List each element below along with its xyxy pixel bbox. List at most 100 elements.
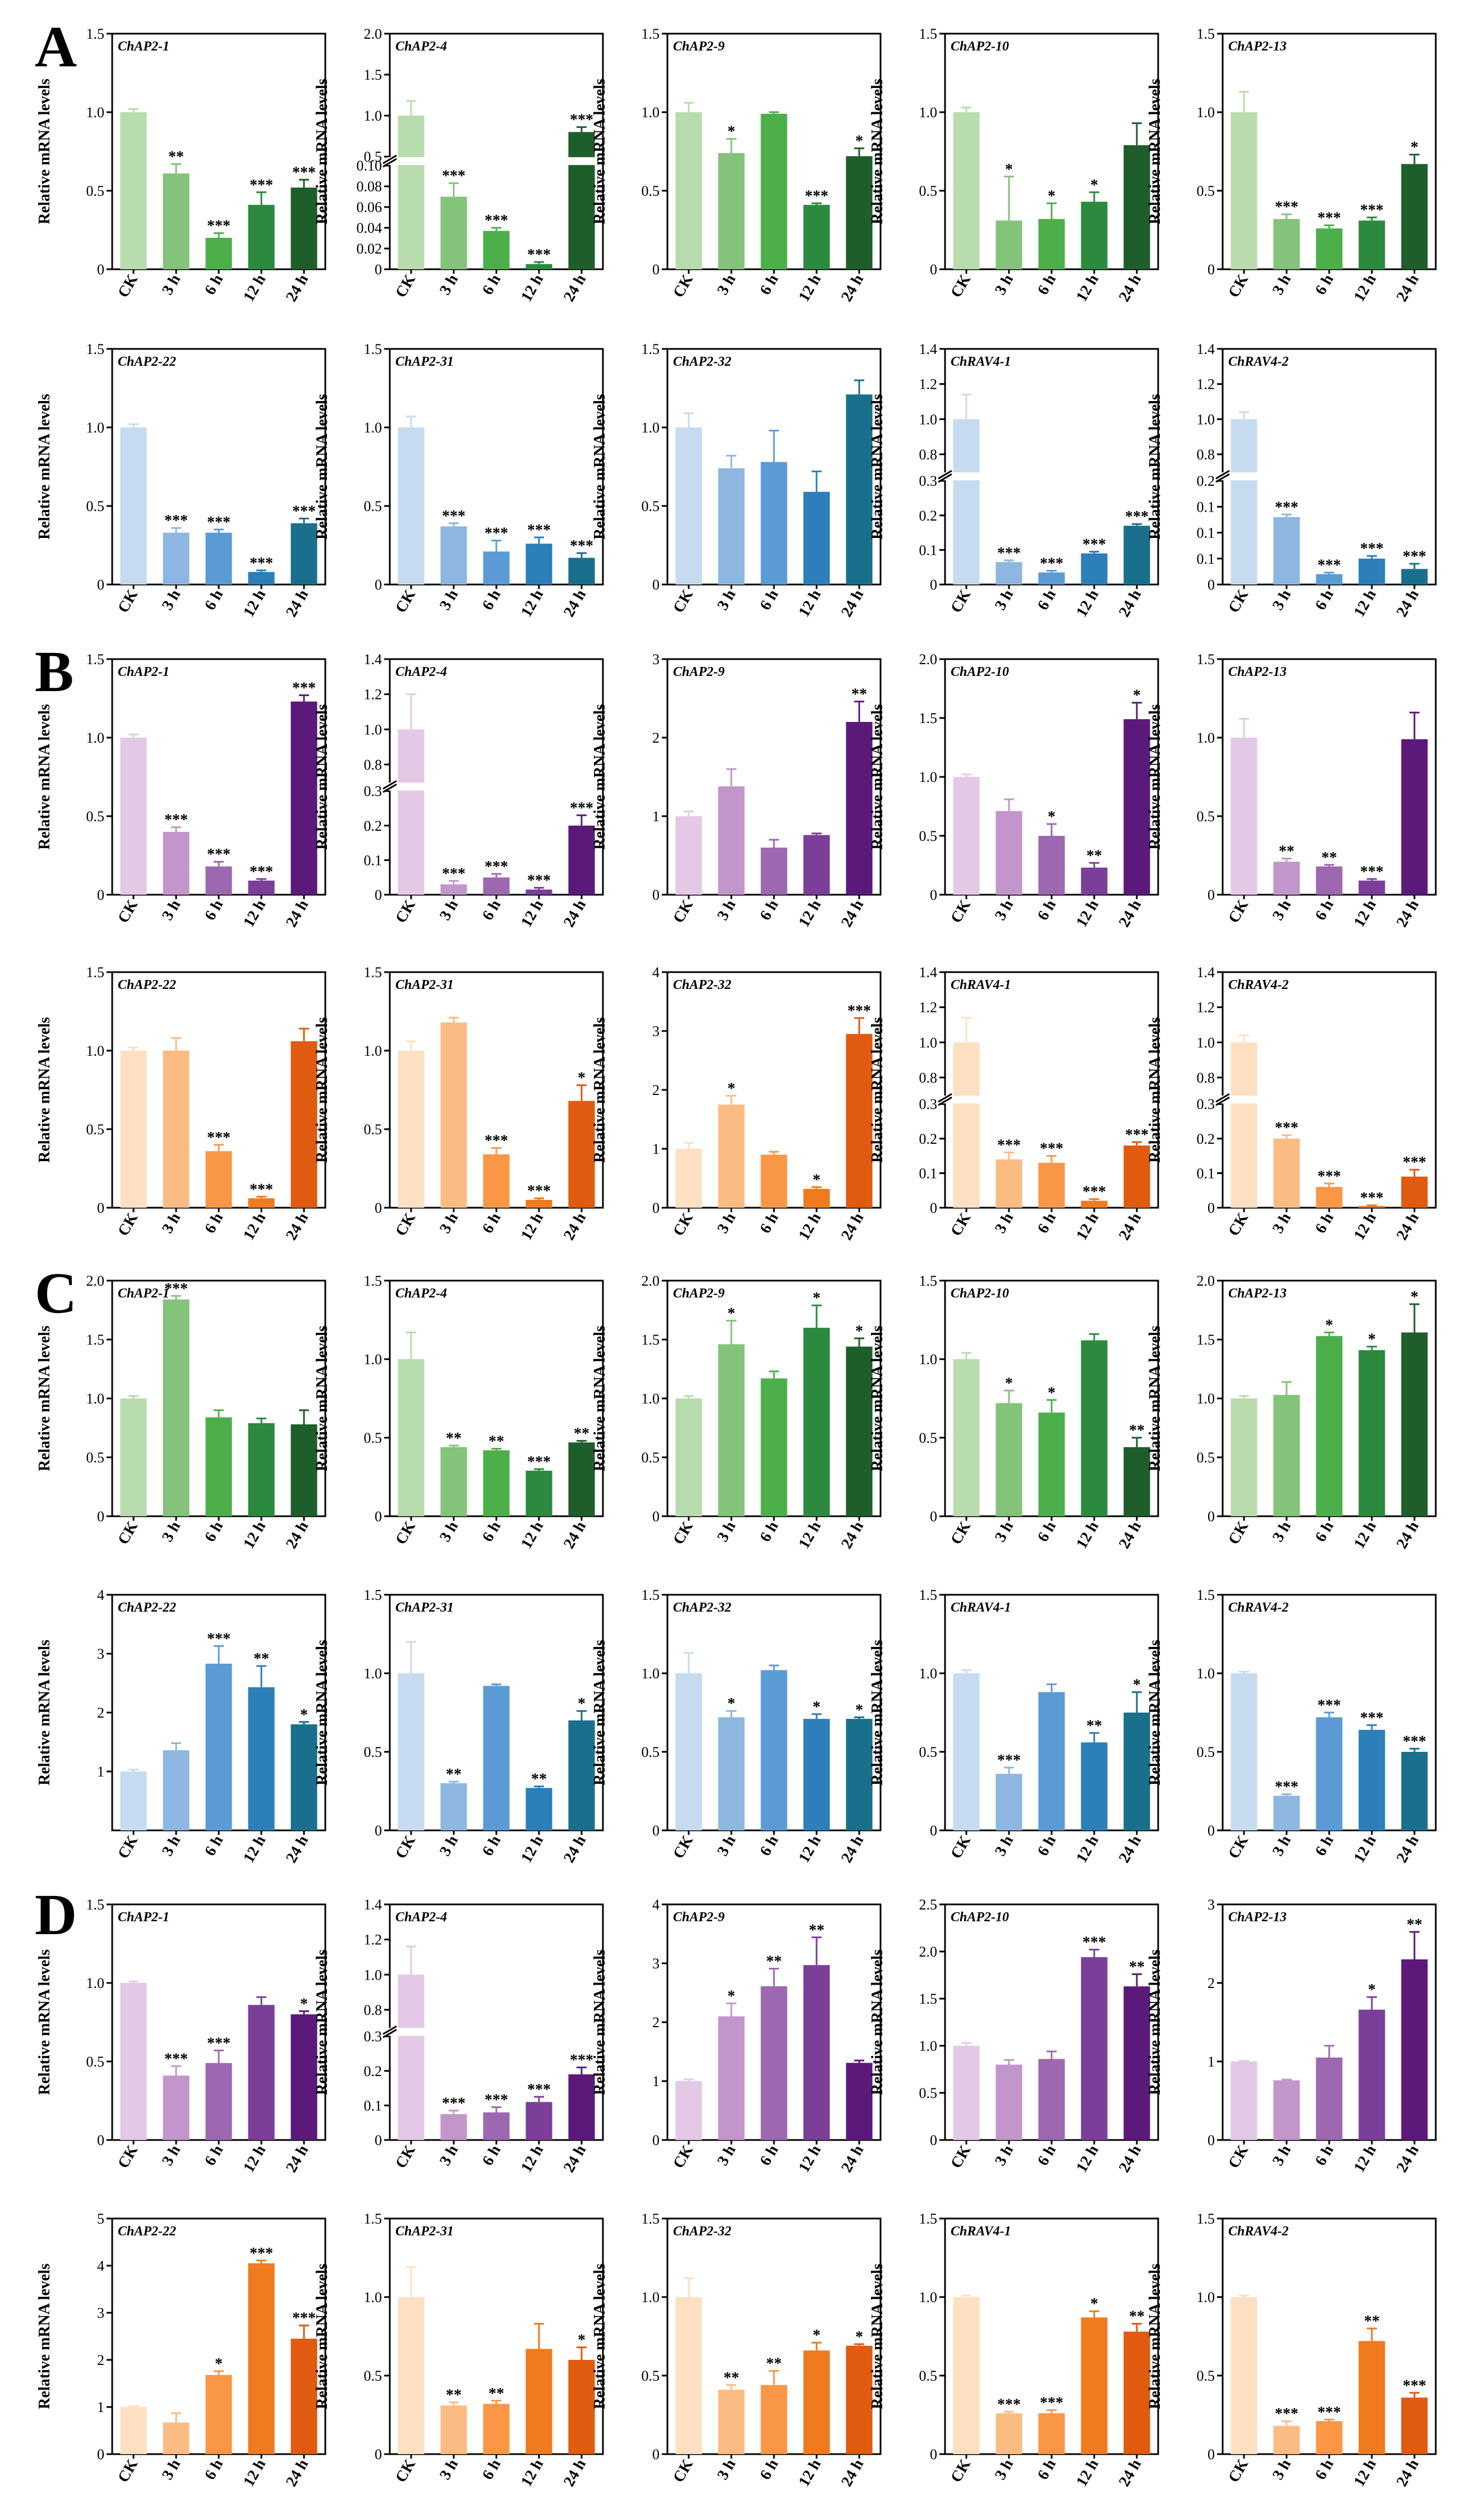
chart-B-ChAP2-9: 0 1 2 3 Relative mRNA levels ChAP2-9 CK 3 h 6 h 1…: [591, 651, 882, 930]
chart-B-ChAP2-10: 0 0.5 1.0 1.5 2.0 Relative mRNA levels ChAP2-1…: [869, 651, 1159, 930]
significance-label: ***: [527, 1182, 551, 1200]
x-tick-label: CK: [114, 897, 141, 926]
y-tick-label: 0.06: [357, 199, 382, 215]
y-tick-label: 0.04: [357, 220, 382, 236]
y-tick-label: 0: [930, 261, 937, 278]
significance-label: ***: [485, 1133, 508, 1150]
y-axis-label: Relative mRNA levels: [36, 2263, 53, 2409]
y-axis-label: Relative mRNA levels: [36, 79, 53, 224]
x-tick-label: 12 h: [518, 1518, 547, 1552]
bar-break-gap: [952, 1096, 981, 1104]
significance-label: ***: [1360, 540, 1384, 558]
gene-title: ChAP2-22: [118, 1600, 176, 1615]
bar: [675, 2081, 702, 2140]
bar: [1038, 219, 1065, 269]
bar: [761, 462, 787, 585]
x-tick-label: 3 h: [436, 587, 462, 614]
x-tick-label: 12 h: [240, 1210, 269, 1244]
y-tick-label: 0.5: [1197, 808, 1215, 825]
bar: [803, 491, 830, 585]
y-tick-label: 0: [97, 1508, 104, 1525]
x-tick-label: 6 h: [1312, 2456, 1337, 2483]
significance-label: ***: [1317, 557, 1341, 574]
significance-label: ***: [527, 1453, 551, 1471]
y-tick-label: 0.5: [919, 183, 938, 199]
bar: [205, 238, 232, 269]
bar: [1273, 2426, 1300, 2454]
significance-label: ***: [442, 168, 466, 185]
bar: [718, 2016, 745, 2140]
x-tick-label: 6 h: [1034, 2142, 1059, 2169]
significance-label: ***: [570, 799, 593, 817]
y-tick-label: 1.0: [919, 1665, 938, 1682]
x-tick-label: 6 h: [479, 1210, 504, 1237]
x-tick-label: 3 h: [1269, 271, 1294, 298]
bar: [1358, 220, 1385, 269]
significance-label: *: [855, 2328, 863, 2346]
bar: [163, 532, 190, 585]
y-tick-label: 1.5: [919, 1991, 938, 2007]
y-tick-label: 1.5: [86, 651, 105, 668]
x-tick-label: 12 h: [795, 2456, 824, 2490]
y-tick-label: 0.5: [364, 149, 382, 165]
chart-C-ChAP2-32: 0 0.5 1.0 1.5 Relative mRNA levels ChAP2-32 CK…: [591, 1587, 882, 1866]
bar: [803, 1189, 830, 1208]
chart-C-ChAP2-13: 0 0.5 1.0 1.5 2.0 Relative mRNA levels ChAP2-1…: [1146, 1273, 1437, 1552]
x-tick-label: 12 h: [1351, 1518, 1380, 1552]
significance-label: ***: [207, 2035, 231, 2052]
significance-label: ***: [1317, 210, 1341, 227]
y-tick-label: 1.5: [642, 341, 660, 357]
x-tick-label: 3 h: [1269, 2142, 1294, 2169]
y-tick-label: 2.5: [919, 1897, 938, 1913]
y-tick-label: 1.0: [364, 1043, 382, 1059]
x-tick-label: 12 h: [1073, 2456, 1102, 2490]
significance-label: *: [300, 1995, 308, 2013]
x-tick-label: 24 h: [560, 1518, 589, 1552]
chart-B-ChRAV4-1: 0 0.1 0.2 0.3 0.8 1.0 1.2 1.4 Relative mRNA leve…: [869, 964, 1159, 1243]
significance-label: ***: [570, 2052, 593, 2069]
y-tick-label: 3: [652, 651, 660, 668]
chart-D-ChAP2-31: 0 0.5 1.0 1.5 Relative mRNA levels ChAP2-31 CK…: [314, 2211, 604, 2489]
x-tick-label: CK: [947, 897, 974, 926]
y-tick-label: 0: [652, 2132, 660, 2148]
significance-label: ***: [1125, 1126, 1149, 1144]
bar: [1273, 1395, 1300, 1516]
bar: [761, 1154, 787, 1208]
x-tick-label: CK: [392, 587, 419, 616]
bar: [1273, 517, 1300, 585]
bar: [205, 532, 232, 585]
chart-A-ChAP2-4: 0 0.02 0.04 0.06 0.08 0.100.5 1.0 1.5 2.0 Relativ…: [314, 26, 604, 305]
gene-title: ChAP2-1: [118, 1286, 169, 1301]
x-tick-label: 3 h: [714, 1210, 739, 1237]
panel-label: D: [35, 1883, 77, 1947]
x-tick-label: 3 h: [992, 1210, 1017, 1237]
x-tick-label: CK: [947, 2456, 974, 2486]
bar: [568, 1101, 595, 1208]
chart-C-ChAP2-4: 0 0.5 1.0 1.5 Relative mRNA levels ChAP2-4 CK *…: [314, 1273, 604, 1552]
bar-break-gap: [397, 2028, 426, 2036]
bar: [483, 551, 510, 585]
y-tick-label: 0: [1208, 577, 1215, 593]
x-tick-label: 24 h: [838, 271, 867, 305]
y-tick-label: 0.5: [1197, 1744, 1215, 1760]
x-tick-label: 24 h: [1393, 897, 1422, 931]
y-tick-label: 0: [930, 1823, 937, 1839]
x-tick-label: 24 h: [1393, 1210, 1422, 1244]
x-tick-label: 24 h: [283, 1210, 312, 1244]
significance-label: *: [1368, 1331, 1376, 1349]
x-tick-label: 24 h: [560, 1833, 589, 1866]
x-tick-label: 12 h: [1351, 2456, 1380, 2490]
x-tick-label: 3 h: [1269, 2456, 1294, 2483]
x-tick-label: CK: [947, 1833, 974, 1862]
bar: [1230, 112, 1257, 269]
bar: [398, 116, 425, 269]
y-tick-label: 0.2: [1197, 473, 1215, 489]
y-axis-label: Relative mRNA levels: [36, 1640, 53, 1785]
bar: [1230, 2061, 1257, 2140]
bar: [291, 187, 317, 269]
bar: [1230, 2297, 1257, 2454]
x-tick-label: CK: [114, 587, 141, 616]
significance-label: ***: [997, 1752, 1021, 1769]
y-axis-label: Relative mRNA levels: [591, 1949, 609, 2095]
x-tick-label: 6 h: [1034, 1518, 1059, 1545]
